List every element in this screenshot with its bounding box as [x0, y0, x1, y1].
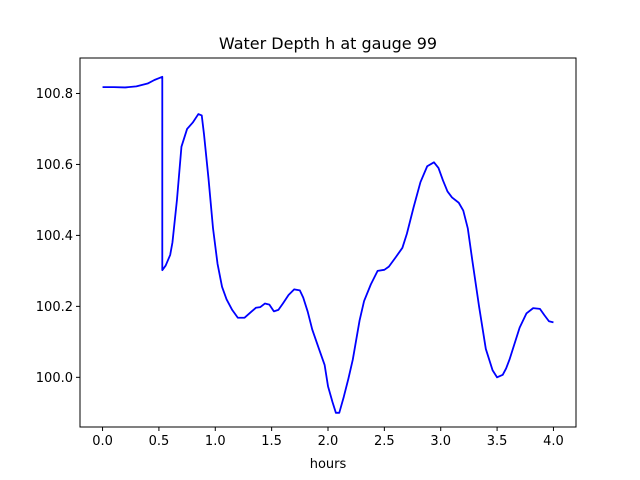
plot-frame: [79, 57, 577, 428]
x-tick-label: 1.5: [261, 434, 282, 449]
x-axis-ticks: 0.0 0.5 1.0 1.5 2.0 2.5 3.0 3.5 4.0: [92, 427, 564, 449]
y-tick-label: 100.0: [36, 371, 73, 386]
y-tick-label: 100.6: [36, 158, 73, 173]
x-tick-label: 2.5: [374, 434, 395, 449]
plot-area: [102, 75, 554, 414]
x-tick-label: 2.0: [318, 434, 339, 449]
x-tick-label: 0.0: [92, 434, 113, 449]
y-axis-ticks: 100.0 100.2 100.4 100.6 100.8: [36, 87, 80, 386]
x-axis-label: hours: [310, 457, 347, 472]
x-tick-label: 0.5: [149, 434, 170, 449]
x-tick-label: 3.5: [487, 434, 508, 449]
x-tick-label: 1.0: [205, 434, 226, 449]
y-tick-label: 100.2: [36, 300, 73, 315]
y-tick-label: 100.4: [36, 229, 73, 244]
chart-title: Water Depth h at gauge 99: [219, 34, 437, 53]
series-line: [102, 75, 554, 414]
x-tick-label: 3.0: [430, 434, 451, 449]
y-tick-label: 100.8: [36, 87, 73, 102]
x-tick-label: 4.0: [543, 434, 564, 449]
